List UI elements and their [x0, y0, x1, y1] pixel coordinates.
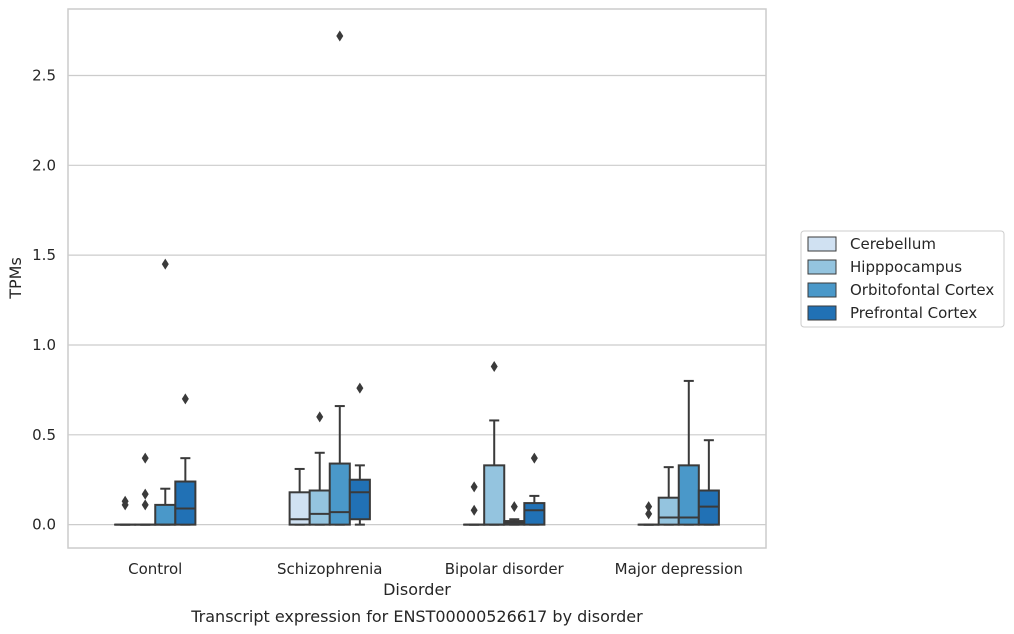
- box-hipppocampus: [483, 361, 506, 526]
- box-iqr: [677, 464, 700, 526]
- outlier-point: [470, 504, 478, 516]
- x-axis-ticks: Control Schizophrenia Bipolar disorder Majo…: [128, 560, 743, 578]
- box-orbitofontal-cortex: [328, 30, 351, 526]
- y-tick-label: 2.0: [32, 156, 56, 174]
- outlier-point: [141, 452, 149, 464]
- x-tick-label: Major depression: [615, 560, 743, 578]
- box-prefrontal-cortex: [523, 452, 546, 526]
- box-cerebellum: [114, 495, 137, 526]
- legend-label: Orbitofontal Cortex: [850, 281, 994, 299]
- outlier-point: [490, 361, 498, 373]
- box-iqr: [657, 496, 680, 526]
- box-orbitofontal-cortex: [154, 258, 177, 526]
- outlier-point: [530, 452, 538, 464]
- outlier-point: [141, 499, 149, 511]
- box-prefrontal-cortex: [697, 439, 720, 526]
- outlier-point: [181, 393, 189, 405]
- box-iqr: [308, 489, 331, 526]
- box-orbitofontal-cortex: [503, 501, 526, 526]
- y-axis-label: TPMs: [6, 257, 25, 300]
- legend-swatch: [807, 236, 837, 252]
- plot-frame: [67, 8, 767, 549]
- box-cerebellum: [288, 467, 311, 526]
- legend-swatch: [807, 259, 837, 275]
- y-tick-label: 0.0: [32, 516, 56, 534]
- outlier-point: [161, 258, 169, 270]
- box-cerebellum: [637, 501, 660, 526]
- outlier-point: [316, 411, 324, 423]
- grid-lines: [68, 74, 766, 526]
- box-iqr: [154, 503, 177, 526]
- box-hipppocampus: [134, 452, 157, 526]
- y-axis-ticks: 0.0 0.5 1.0 1.5 2.0 2.5: [32, 66, 56, 533]
- y-tick-label: 2.5: [32, 66, 56, 84]
- outlier-point: [356, 382, 364, 394]
- box-hipppocampus: [657, 466, 680, 526]
- box-iqr: [328, 462, 351, 526]
- legend-frame: [800, 230, 1005, 328]
- box-iqr: [348, 478, 371, 521]
- outlier-point: [645, 508, 653, 520]
- box-iqr: [483, 464, 506, 526]
- legend-label: Prefrontal Cortex: [850, 304, 977, 322]
- box-groups: [114, 30, 720, 526]
- outlier-point: [121, 495, 129, 507]
- legend: Cerebellum Hipppocampus Orbitofontal Corte…: [800, 230, 1005, 328]
- legend-label: Cerebellum: [850, 235, 936, 253]
- outlier-point: [336, 30, 344, 42]
- y-tick-label: 0.5: [32, 426, 56, 444]
- outlier-point: [141, 488, 149, 500]
- x-tick-label: Schizophrenia: [277, 560, 382, 578]
- chart-title: Transcript expression for ENST0000052661…: [190, 607, 643, 626]
- legend-swatch: [807, 305, 837, 321]
- outlier-point: [510, 501, 518, 513]
- legend-label: Hipppocampus: [850, 258, 962, 276]
- outlier-point: [470, 481, 478, 493]
- x-tick-label: Bipolar disorder: [445, 560, 565, 578]
- box-hipppocampus: [308, 411, 331, 526]
- box-prefrontal-cortex: [348, 382, 371, 526]
- box-iqr: [174, 480, 197, 526]
- box-iqr: [523, 502, 546, 526]
- outlier-point: [645, 501, 653, 513]
- y-tick-label: 1.0: [32, 336, 56, 354]
- box-cerebellum: [463, 481, 486, 526]
- box-prefrontal-cortex: [174, 393, 197, 526]
- legend-swatch: [807, 282, 837, 298]
- y-tick-label: 1.5: [32, 246, 56, 264]
- x-axis-label: Disorder: [383, 580, 451, 599]
- box-orbitofontal-cortex: [677, 379, 700, 526]
- x-tick-label: Control: [128, 560, 182, 578]
